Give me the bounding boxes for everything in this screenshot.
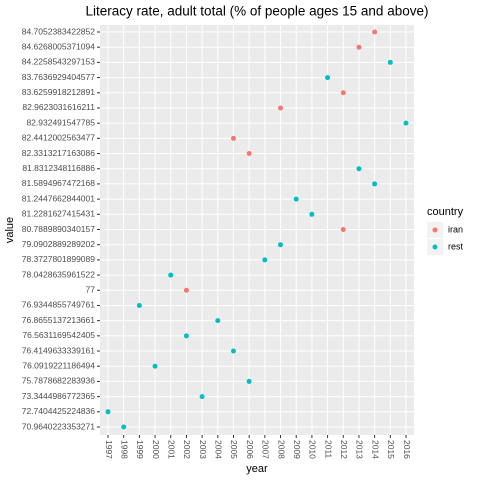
- y-tick-label: 76.5631169542405: [22, 330, 95, 340]
- point: [121, 424, 127, 430]
- x-tick-label: 2016: [402, 440, 412, 459]
- point: [230, 135, 236, 141]
- point: [356, 44, 362, 50]
- x-tick-label: 2011: [323, 440, 333, 459]
- point: [246, 151, 252, 157]
- x-tick-label: 2012: [339, 440, 349, 459]
- point: [309, 211, 315, 217]
- chart-title: Literacy rate, adult total (% of people …: [86, 4, 429, 19]
- point: [340, 90, 346, 96]
- point: [372, 29, 378, 35]
- point: [325, 75, 331, 81]
- point: [105, 409, 111, 415]
- x-tick-label: 2001: [166, 440, 176, 459]
- x-tick-label: 2004: [214, 440, 224, 459]
- y-tick-label: 72.7404425224836: [22, 406, 96, 416]
- x-tick-label: 2007: [261, 440, 271, 459]
- y-tick-label: 76.8655137213661: [22, 315, 96, 325]
- point: [356, 166, 362, 172]
- x-tick-label: 2009: [292, 440, 302, 459]
- x-tick-label: 1998: [119, 440, 129, 459]
- y-tick-label: 83.7636929404577: [22, 72, 96, 82]
- y-tick-label: 83.6259918212891: [22, 87, 96, 97]
- y-tick-label: 82.3313217163086: [22, 148, 96, 158]
- y-tick-label: 81.2281627415431: [22, 209, 96, 219]
- point: [403, 120, 409, 126]
- point: [262, 257, 268, 263]
- x-axis-title: year: [246, 463, 268, 475]
- legend-label: iran: [448, 224, 463, 234]
- legend-label: rest: [448, 241, 464, 251]
- y-tick-label: 82.9623031616211: [22, 102, 95, 112]
- y-tick-label: 76.0919221186494: [22, 360, 95, 370]
- point: [278, 242, 284, 248]
- point: [183, 287, 189, 293]
- point: [246, 378, 252, 384]
- y-axis-title: value: [4, 217, 16, 243]
- x-tick-label: 2014: [370, 440, 380, 459]
- point: [230, 348, 236, 354]
- x-tick-label: 1999: [135, 440, 145, 459]
- x-tick-label: 2008: [276, 440, 286, 459]
- legend-marker: [432, 227, 438, 233]
- y-tick-label: 76.9344855749761: [22, 300, 96, 310]
- point: [152, 363, 158, 369]
- point: [168, 272, 174, 278]
- x-tick-label: 2015: [386, 440, 396, 459]
- x-tick-label: 2005: [229, 440, 239, 459]
- y-tick-label: 81.2447662844001: [22, 193, 96, 203]
- x-tick-label: 2003: [198, 440, 208, 459]
- point: [183, 333, 189, 339]
- x-tick-label: 2000: [151, 440, 161, 459]
- point: [136, 302, 142, 308]
- x-tick-label: 1997: [104, 440, 114, 459]
- y-tick-label: 82.932491547785: [26, 117, 95, 127]
- x-tick-label: 2006: [245, 440, 255, 459]
- legend-marker: [432, 244, 438, 250]
- point: [278, 105, 284, 111]
- y-tick-label: 79.0902889289202: [22, 239, 96, 249]
- point: [372, 181, 378, 187]
- legend-title: country: [427, 206, 464, 218]
- y-tick-label: 82.4412002563477: [22, 133, 96, 143]
- y-tick-label: 75.7878682283936: [22, 376, 96, 386]
- y-tick-label: 80.7889890340157: [22, 224, 96, 234]
- x-tick-label: 2013: [355, 440, 365, 459]
- y-tick-label: 84.2258543297153: [22, 57, 96, 67]
- point: [340, 227, 346, 232]
- point: [199, 394, 205, 400]
- y-tick-label: 70.9640223353271: [22, 421, 96, 431]
- y-tick-label: 84.6268005371094: [22, 41, 96, 51]
- x-tick-label: 2002: [182, 440, 192, 459]
- y-tick-label: 84.7052383422852: [22, 26, 96, 36]
- y-tick-label: 73.3444986772365: [22, 391, 96, 401]
- point: [387, 59, 393, 65]
- y-tick-label: 81.5894967472168: [22, 178, 96, 188]
- y-tick-label: 77: [86, 285, 96, 295]
- y-tick-label: 78.0428635961522: [22, 269, 96, 279]
- point: [293, 196, 299, 202]
- y-tick-label: 78.3727801899089: [22, 254, 96, 264]
- point: [215, 318, 221, 324]
- x-tick-label: 2010: [308, 440, 318, 459]
- y-tick-label: 81.8312348116886: [22, 163, 95, 173]
- y-tick-label: 76.4149633339161: [22, 345, 96, 355]
